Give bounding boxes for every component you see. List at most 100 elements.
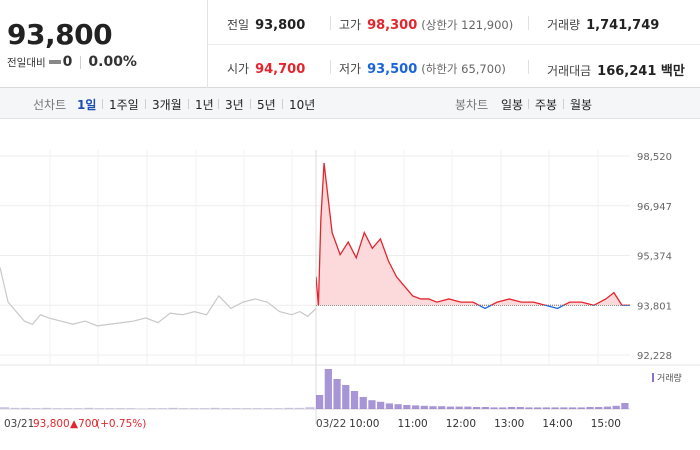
stock-summary: 93,800 전일대비 0 0.00% 전일 93,800 고가 98,300 … [0, 0, 700, 88]
volume-bar [481, 407, 489, 409]
tab-divider [528, 99, 529, 109]
volume-legend-swatch [652, 373, 654, 382]
volume-bar [221, 408, 231, 409]
volume-bar [534, 407, 542, 409]
tab-1year[interactable]: 1년 [195, 98, 214, 112]
tab-5year[interactable]: 5년 [257, 98, 276, 112]
x-tick-label: 11:00 [397, 418, 427, 430]
stat-note: (하한가 65,700) [421, 62, 506, 76]
y-tick-label: 95,374 [637, 252, 672, 263]
x-tick-label: 14:00 [542, 418, 572, 430]
change-divider [80, 55, 82, 69]
tab-3month[interactable]: 3개월 [152, 98, 182, 112]
volume-bar [294, 407, 304, 409]
stat-trade-amount: 거래대금 166,241 백만 [547, 60, 685, 79]
volume-bar [394, 404, 402, 409]
volume-bar [377, 401, 385, 409]
tab-divider [102, 99, 103, 109]
stats-panel: 전일 93,800 고가 98,300 (상한가 121,900) 거래량 1,… [208, 0, 700, 88]
volume-bar [333, 379, 341, 409]
tab-1day[interactable]: 1일 [77, 98, 97, 112]
volume-bar [273, 408, 283, 409]
stat-value: 1,741,749 [586, 18, 660, 33]
tab-monthly-candle[interactable]: 월봉 [570, 98, 593, 112]
volume-bar [551, 407, 559, 409]
volume-bar [586, 407, 594, 409]
volume-bar [612, 405, 620, 409]
volume-bar [21, 407, 31, 409]
x-tick-label: 03/21 [4, 418, 34, 430]
change-row: 전일대비 0 0.00% [7, 54, 137, 70]
tab-divider [218, 99, 219, 109]
volume-bar [52, 408, 62, 409]
stat-value: 93,800 [255, 18, 306, 33]
volume-bar [525, 407, 533, 409]
volume-bar [507, 407, 516, 409]
series-line-0321 [0, 267, 317, 327]
stats-col-divider [330, 60, 331, 74]
volume-bar [168, 407, 178, 409]
stat-value: 166,241 백만 [597, 64, 685, 79]
volume-bar [359, 397, 367, 409]
volume-bar [231, 408, 241, 409]
price-box: 93,800 전일대비 0 0.00% [0, 0, 208, 88]
volume-bar [242, 408, 252, 409]
volume-bar [411, 405, 420, 409]
volume-bar [115, 408, 125, 409]
current-price: 93,800 [7, 18, 113, 51]
volume-bar [284, 407, 294, 409]
stats-row-divider [208, 44, 700, 45]
volume-bar [63, 408, 73, 409]
volume-bar [464, 406, 472, 409]
volume-legend-label: 거래량 [657, 372, 682, 384]
tab-divider [188, 99, 189, 109]
line-chart-title: 선차트 [33, 98, 67, 112]
volume-bar [200, 408, 210, 409]
tab-10year[interactable]: 10년 [289, 98, 316, 112]
volume-bar [350, 391, 359, 409]
volume-bar [568, 407, 577, 409]
volume-bar [577, 407, 585, 409]
tab-1week[interactable]: 1주일 [109, 98, 139, 112]
volume-bar [446, 406, 455, 409]
x-tick-label: 10:00 [349, 418, 379, 430]
volume-bar [84, 407, 94, 409]
tab-divider [282, 99, 283, 109]
x-tick-label: 15:00 [591, 418, 621, 430]
volume-bar [252, 408, 262, 409]
volume-bar [147, 408, 157, 409]
volume-bar [324, 369, 332, 409]
volume-bar [560, 407, 568, 409]
volume-bar [0, 407, 10, 409]
volume-bar [595, 407, 603, 409]
volume-bar [31, 408, 41, 409]
tab-divider [250, 99, 251, 109]
tab-3year[interactable]: 3년 [225, 98, 244, 112]
stat-value: 98,300 [367, 18, 418, 33]
volume-bar [10, 407, 20, 409]
prev-day-change: ▲700 [70, 418, 98, 430]
volume-bar [385, 403, 393, 409]
stat-label: 전일 [227, 18, 250, 32]
stat-label: 거래대금 [547, 64, 592, 78]
stats-col-divider [330, 16, 331, 30]
series-area-0322 [316, 162, 630, 306]
tab-daily-candle[interactable]: 일봉 [501, 98, 524, 112]
y-tick-label: 93,801 [637, 301, 672, 312]
volume-bar [210, 407, 220, 409]
stat-label: 고가 [339, 18, 362, 32]
volume-bar [438, 406, 446, 409]
volume-bar [263, 408, 273, 409]
tab-weekly-candle[interactable]: 주봉 [535, 98, 558, 112]
flat-change-icon [48, 60, 61, 64]
volume-bar [403, 405, 411, 409]
volume-bar [94, 408, 104, 409]
x-tick-label: 13:00 [494, 418, 524, 430]
volume-bar [316, 395, 324, 409]
volume-bar [542, 407, 550, 409]
volume-bar [621, 403, 629, 409]
volume-bar [42, 407, 52, 409]
volume-bar [126, 408, 136, 409]
stats-col-divider [528, 60, 529, 74]
volume-bar [73, 408, 83, 409]
